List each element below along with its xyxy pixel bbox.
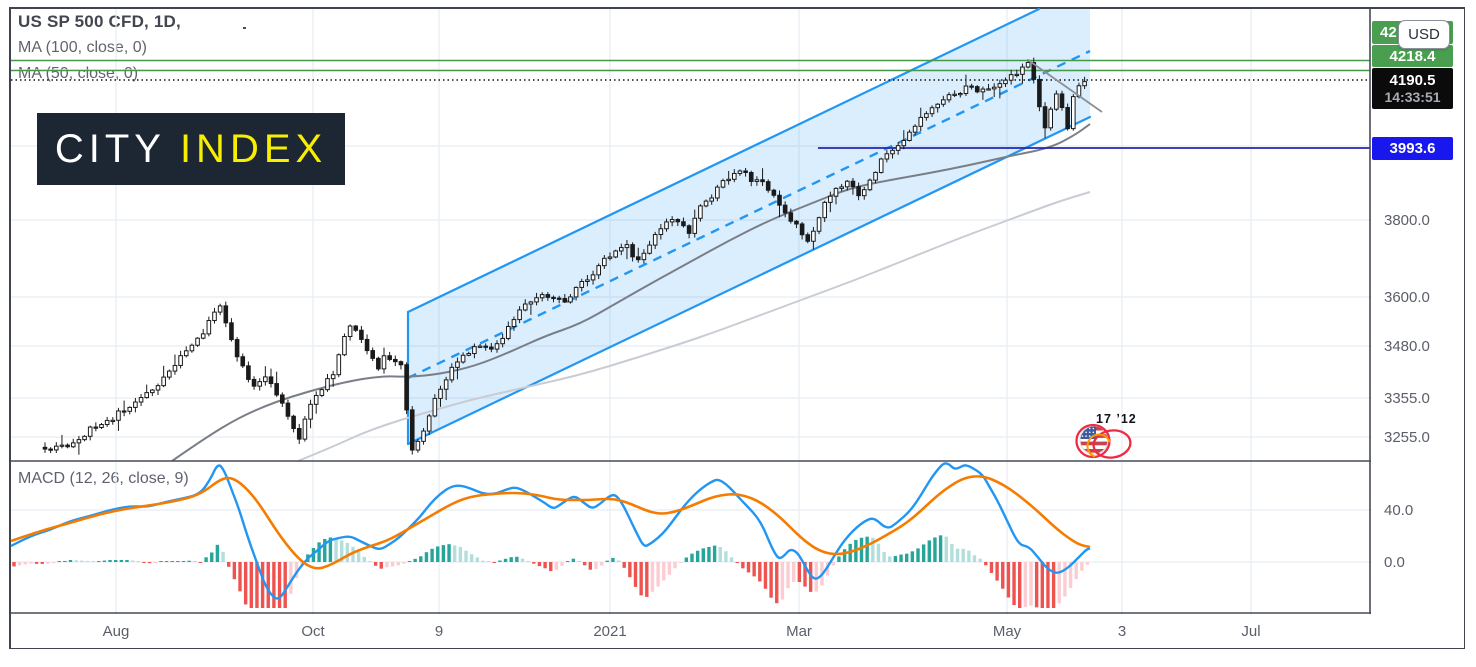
price-axis[interactable]: 3800.0 3600.0 3480.0 3355.0 3255.0 40.0 0.0 [1371,9,1464,648]
price-label-4218: 4218.4 [1372,45,1453,67]
time-tick-Jul: Jul [1241,623,1261,640]
time-tick-Oct: Oct [301,623,325,640]
countdown-timer: 14:33:51 [1384,88,1441,105]
candlestick-series[interactable] [42,57,1087,455]
price-label-3993-text: 3993.6 [1389,140,1436,157]
logo-city-text: CITY [54,126,166,171]
annotation-circles[interactable] [1075,423,1133,461]
artifact-dot [243,27,246,29]
panel-separators [11,9,1464,648]
macd-signal-line [10,475,1091,570]
macd-tick-40.0: 40.0 [1384,502,1414,519]
event-marker-label[interactable]: 17 ʼ12 [1096,412,1137,426]
price-label-3993: 3993.6 [1372,137,1453,160]
last-price-value: 4190.5 [1389,71,1436,89]
last-price-label: 4190.5 14:33:51 [1372,68,1453,109]
time-tick-May: May [992,623,1022,640]
time-tick-3: 3 [1117,623,1127,640]
ma50-line[interactable] [171,123,1091,462]
horizontal-drawing-lines[interactable] [11,59,1370,149]
logo-index-text: INDEX [179,126,328,171]
macd-line [10,462,1091,600]
price-tick-3600.0: 3600.0 [1384,289,1430,306]
price-label-green-top-text: 42 [1380,24,1397,41]
time-tick-Mar: Mar [786,623,812,640]
ma100-line[interactable] [297,191,1091,462]
time-tick-2021: 2021 [593,623,627,640]
city-index-logo: CITY INDEX [37,113,345,185]
currency-toggle-button[interactable]: USD [1398,20,1450,49]
time-tick-9: 9 [434,623,444,640]
channel-drawing[interactable] [406,7,1092,446]
trendline-drawing[interactable] [1027,59,1103,113]
price-tick-3480.0: 3480.0 [1384,338,1430,355]
price-tick-3255.0: 3255.0 [1384,429,1430,446]
macd-label[interactable]: MACD (12, 26, close, 9) [18,470,189,487]
ma100-label[interactable]: MA (100, close, 0) [18,39,147,56]
time-tick-Aug: Aug [102,623,130,640]
time-axis[interactable]: Aug Oct 9 2021 Mar May 3 Jul [11,614,1464,648]
price-label-4218-text: 4218.4 [1389,47,1436,65]
symbol-title[interactable]: US SP 500 CFD, 1D, [18,12,181,31]
macd-histogram [12,535,1090,608]
price-tick-3800.0: 3800.0 [1384,212,1430,229]
macd-tick-0.0: 0.0 [1384,554,1405,571]
price-tick-3355.0: 3355.0 [1384,390,1430,407]
